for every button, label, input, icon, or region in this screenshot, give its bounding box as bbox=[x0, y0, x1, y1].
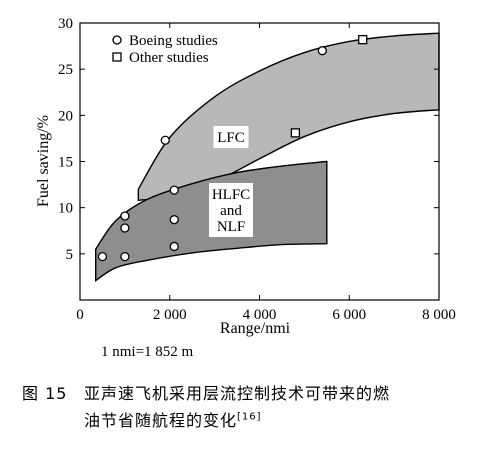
data-points bbox=[97, 34, 368, 262]
legend-marker-square bbox=[112, 52, 122, 62]
band-label-line: LFC bbox=[217, 130, 245, 146]
caption-reference: [16] bbox=[237, 411, 262, 423]
boeing-point bbox=[97, 251, 108, 262]
y-tick-label: 15 bbox=[58, 155, 73, 171]
legend-marker-circle bbox=[112, 35, 122, 45]
x-axis-label: Range/nmi bbox=[220, 320, 291, 337]
x-tick-label: 2 000 bbox=[153, 307, 187, 323]
band-label-line: NLF bbox=[217, 219, 245, 235]
caption-line-2-wrap: 油节省随航程的变化[16] bbox=[22, 407, 492, 434]
y-tick-label: 10 bbox=[58, 201, 73, 217]
boeing-point bbox=[160, 135, 170, 145]
band-label-box bbox=[209, 183, 253, 237]
x-tick-label: 0 bbox=[76, 307, 84, 323]
boeing-point bbox=[317, 46, 327, 56]
other-study-point bbox=[358, 34, 368, 45]
y-axis-label: Fuel saving/% bbox=[35, 115, 52, 207]
caption-line-2: 油节省随航程的变化 bbox=[84, 411, 238, 430]
x-tick-label: 8 000 bbox=[422, 307, 456, 323]
range-bands bbox=[95, 32, 440, 282]
caption-line-1: 亚声速飞机采用层流控制技术可带来的燃 bbox=[84, 384, 391, 403]
boeing-point bbox=[120, 223, 130, 233]
axis-ticks bbox=[80, 23, 439, 300]
boeing-point bbox=[169, 215, 179, 225]
x-tick-label: 4 000 bbox=[243, 307, 277, 323]
figure-caption: 图 15 亚声速飞机采用层流控制技术可带来的燃 油节省随航程的变化[16] bbox=[22, 380, 492, 434]
boeing-point bbox=[120, 251, 130, 262]
y-tick-label: 5 bbox=[66, 247, 74, 263]
boeing-point bbox=[169, 185, 179, 195]
y-tick-label: 20 bbox=[58, 108, 73, 124]
x-tick-label: 6 000 bbox=[332, 307, 366, 323]
legend-label: Other studies bbox=[129, 50, 209, 66]
band-label-line: and bbox=[220, 203, 242, 219]
legend-label: Boeing studies bbox=[129, 33, 218, 49]
band-label-box bbox=[213, 126, 249, 148]
band-label-line: HLFC bbox=[212, 187, 250, 203]
axis-tick-labels: 0 2 000 4 000 6 000 8 000 5 10 15 20 25 30 bbox=[58, 16, 456, 323]
y-tick-label: 30 bbox=[58, 16, 73, 32]
other-study-point bbox=[290, 128, 301, 138]
boeing-point bbox=[169, 241, 179, 252]
unit-note: 1 nmi=1 852 m bbox=[101, 344, 194, 360]
caption-number: 图 15 bbox=[22, 384, 68, 403]
y-tick-label: 25 bbox=[58, 62, 73, 78]
boeing-point bbox=[120, 211, 130, 221]
